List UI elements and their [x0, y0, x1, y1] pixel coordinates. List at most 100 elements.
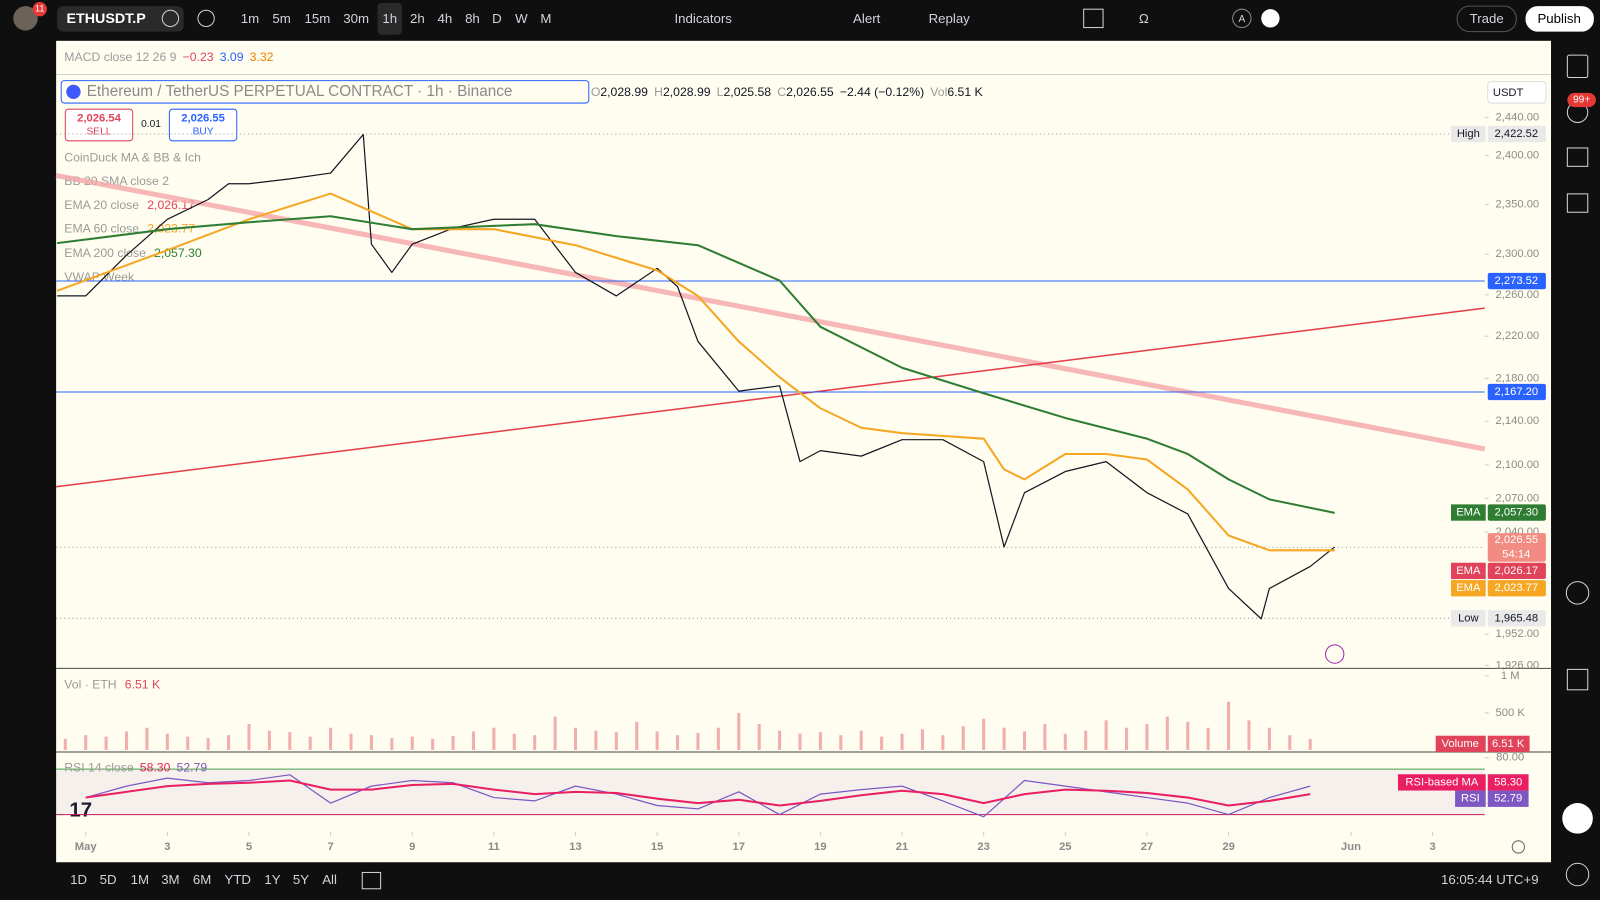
interval-button[interactable]: 8h — [465, 11, 480, 26]
volume-bar — [1165, 716, 1169, 750]
volume-bar — [329, 727, 333, 750]
sell-button[interactable] — [64, 108, 134, 142]
volume-value: 6.51 K — [125, 678, 161, 692]
indicators-button[interactable]: Indicators — [674, 11, 732, 26]
ohlc-value: 2,028.99 — [663, 85, 711, 99]
buy-button[interactable] — [168, 108, 238, 142]
omega-icon[interactable] — [1261, 9, 1280, 28]
sidebar-icon[interactable] — [1565, 581, 1590, 605]
indicator-name: EMA 60 close — [64, 222, 139, 236]
a-icon[interactable] — [1232, 8, 1252, 29]
interval-button[interactable]: 5m — [272, 11, 290, 26]
icon[interactable] — [161, 9, 180, 28]
price-tag — [1487, 383, 1546, 401]
event-icon[interactable] — [1325, 644, 1345, 664]
y-tick-label: 2,260.00 — [1496, 289, 1540, 301]
price-tag-name: EMA — [1456, 582, 1481, 594]
currency[interactable]: USDT — [1493, 87, 1524, 99]
indicator-line — [57, 215, 1335, 514]
symbol[interactable]: ETHUSDT.P — [66, 11, 146, 27]
buy-label[interactable]: BUY — [193, 126, 214, 137]
rsi-tag-label: 52.79 — [1494, 793, 1522, 805]
range-button[interactable]: 1D — [70, 872, 87, 887]
price-tag-label: 2,167.20 — [1494, 386, 1538, 398]
symbol-pill[interactable] — [57, 6, 184, 32]
volume-bar — [1104, 720, 1108, 750]
range-button[interactable]: 5D — [100, 872, 117, 887]
rsi-tag — [1487, 790, 1529, 807]
interval-button[interactable]: D — [492, 11, 502, 26]
replay-button[interactable]: Replay — [929, 11, 971, 26]
price-tag-label: 1,965.48 — [1494, 612, 1538, 624]
range-button[interactable]: 5Y — [293, 872, 309, 887]
a-letter: A — [1238, 14, 1245, 25]
omega[interactable]: Ω — [1139, 11, 1149, 26]
avatar[interactable] — [13, 6, 38, 31]
price-tag-name: EMA — [1456, 507, 1481, 519]
trade-button[interactable] — [1456, 5, 1517, 33]
settings-icon[interactable] — [1511, 840, 1526, 854]
volume-bar — [1247, 720, 1251, 750]
publish-button[interactable] — [1525, 6, 1594, 32]
price-tag — [1487, 580, 1546, 597]
ohlc-value: 2,026.55 — [786, 85, 834, 99]
help-icon[interactable] — [1565, 862, 1590, 887]
volume-bar — [920, 729, 924, 750]
layout-icon[interactable] — [1083, 8, 1104, 29]
interval-button[interactable]: 2h — [410, 11, 425, 26]
publish-label[interactable]: Publish — [1537, 11, 1580, 26]
volume-bar — [492, 727, 496, 750]
trend-line[interactable] — [55, 173, 1486, 452]
volume-bar — [125, 731, 129, 750]
volume-bar — [1125, 727, 1129, 750]
y-tick-label: 2,180.00 — [1496, 372, 1540, 384]
buy-price[interactable]: 2,026.55 — [181, 112, 225, 124]
interval-button[interactable]: 15m — [304, 11, 330, 26]
volume-bar — [390, 738, 394, 750]
sidebar-icon[interactable] — [1566, 147, 1589, 167]
sell-label[interactable]: SELL — [87, 126, 112, 137]
badge-count: 11 — [35, 4, 45, 14]
y-tick-label: 2,100.00 — [1496, 459, 1540, 471]
range-button[interactable]: 6M — [193, 872, 211, 887]
volume-bar — [614, 732, 618, 750]
x-tick-label: May — [75, 841, 98, 853]
symbol-box[interactable] — [60, 80, 590, 104]
macd-name: MACD close 12 26 9 — [64, 50, 176, 64]
interval-button[interactable]: 1m — [241, 11, 259, 26]
sidebar-icon[interactable] — [1566, 54, 1589, 79]
x-tick-label: 25 — [1059, 841, 1071, 853]
trend-line[interactable] — [56, 307, 1485, 488]
ohlc-key: O — [591, 85, 601, 99]
sell-price[interactable]: 2,026.54 — [77, 112, 121, 124]
sidebar-icon[interactable] — [1566, 668, 1589, 691]
currency-select[interactable] — [1487, 81, 1547, 104]
calendar-icon[interactable] — [361, 871, 382, 890]
range-button[interactable]: All — [322, 872, 337, 887]
volume-bar — [941, 735, 945, 750]
range-button[interactable]: 1M — [131, 872, 149, 887]
ohlc: O2,028.99 H2,028.99 L2,025.58 C2,026.55 −2.4… — [591, 85, 984, 99]
rsi-tag-name-box — [1455, 790, 1486, 807]
interval-button[interactable]: 30m — [343, 11, 369, 26]
range-button[interactable]: YTD — [225, 872, 252, 887]
volume-bar — [594, 730, 598, 750]
y-tick-label: 1 M — [1501, 670, 1520, 682]
volume-bar — [655, 731, 659, 750]
range-button[interactable]: 3M — [161, 872, 179, 887]
sidebar-icon[interactable] — [1566, 193, 1589, 213]
volume-tag-name-box — [1435, 735, 1486, 753]
price-tag-name-box — [1451, 125, 1486, 143]
interval-button[interactable]: W — [515, 11, 528, 26]
interval-button[interactable]: 1h — [382, 11, 397, 26]
x-tick-label: 23 — [977, 841, 989, 853]
macd-value: 3.09 — [220, 50, 244, 64]
add-icon[interactable] — [197, 9, 215, 28]
interval-button[interactable]: M — [540, 11, 551, 26]
alert-button[interactable]: Alert — [853, 11, 881, 26]
trade-label[interactable]: Trade — [1470, 11, 1504, 26]
apps-button[interactable] — [1562, 803, 1593, 834]
range-button[interactable]: 1Y — [264, 872, 280, 887]
interval-button[interactable]: 4h — [438, 11, 453, 26]
